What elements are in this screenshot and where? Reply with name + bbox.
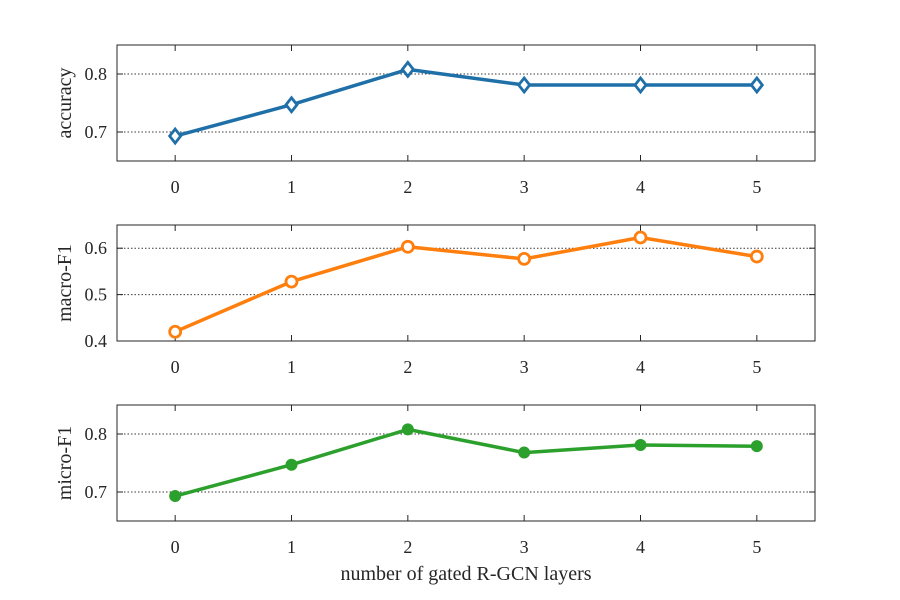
- x-tick-label: 2: [403, 537, 412, 557]
- data-point: [169, 490, 182, 503]
- data-point: [284, 274, 299, 289]
- data-point: [167, 126, 183, 146]
- y-tick-label: 0.7: [85, 122, 108, 142]
- x-tick-label: 3: [520, 357, 529, 377]
- data-point: [633, 230, 648, 245]
- data-point: [750, 440, 763, 453]
- y-tick-label: 0.8: [85, 64, 108, 84]
- series-line: [174, 427, 757, 498]
- y-axis-label-accuracy: accuracy: [54, 67, 76, 138]
- y-axis-label-micro-f1: micro-F1: [54, 426, 76, 500]
- y-tick-label: 0.8: [85, 424, 108, 444]
- y-tick-label: 0.6: [85, 238, 108, 258]
- data-point: [749, 75, 765, 95]
- x-tick-label: 1: [287, 537, 296, 557]
- subplot-macro-f1: macro-F1 0.4 0.5 0.6 0 1 2 3 4 5: [54, 224, 816, 377]
- subplot-micro-f1: micro-F1 0.7 0.8 0 1 2 3 4 5: [54, 404, 816, 557]
- subplot-accuracy: accuracy 0.7 0.8 0 1 2 3 4 5: [54, 44, 816, 197]
- data-point: [168, 324, 183, 339]
- series-line: [174, 235, 758, 334]
- y-tick-label: 0.4: [85, 331, 108, 351]
- x-tick-label: 2: [403, 357, 412, 377]
- x-tick-label: 3: [520, 177, 529, 197]
- data-point: [401, 423, 414, 436]
- axes-box: [116, 404, 816, 522]
- x-tick-label: 4: [636, 177, 645, 197]
- data-point: [516, 75, 532, 95]
- x-tick-label: 0: [171, 177, 180, 197]
- data-point: [517, 251, 532, 266]
- data-point: [634, 439, 647, 452]
- x-tick-label: 0: [171, 357, 180, 377]
- data-point: [284, 95, 299, 115]
- x-tick-label: 5: [752, 357, 761, 377]
- y-tick-label: 0.7: [85, 482, 108, 502]
- axes-box: [116, 44, 816, 162]
- x-axis-label: number of gated R-GCN layers: [340, 563, 591, 585]
- x-tick-label: 0: [171, 537, 180, 557]
- data-point: [285, 458, 298, 471]
- y-axis-label-macro-f1: macro-F1: [54, 244, 76, 322]
- data-point: [749, 249, 764, 264]
- x-tick-label: 5: [752, 537, 761, 557]
- series-line: [174, 67, 757, 138]
- x-tick-label: 3: [520, 537, 529, 557]
- x-tick-label: 4: [636, 537, 645, 557]
- axes-box: [116, 224, 816, 342]
- x-tick-label: 1: [287, 177, 296, 197]
- x-tick-label: 4: [636, 357, 645, 377]
- x-tick-label: 2: [403, 177, 412, 197]
- data-point: [518, 446, 531, 459]
- x-tick-label: 5: [752, 177, 761, 197]
- y-tick-label: 0.5: [85, 285, 108, 305]
- data-point: [400, 60, 416, 79]
- x-tick-label: 1: [287, 357, 296, 377]
- data-point: [400, 239, 415, 254]
- data-point: [633, 75, 648, 95]
